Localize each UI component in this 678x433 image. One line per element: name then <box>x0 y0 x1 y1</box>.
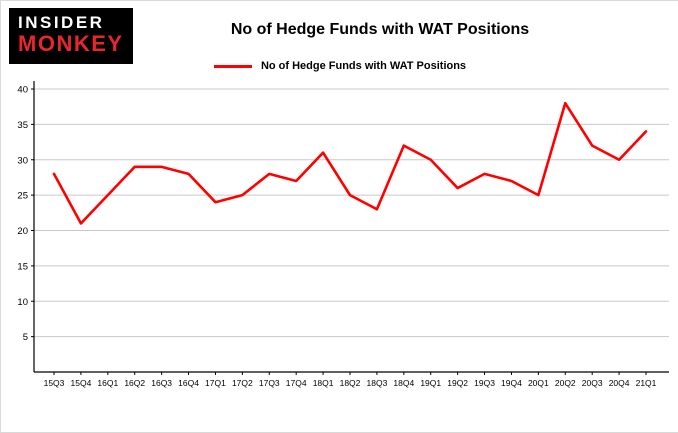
y-tick-label: 15 <box>17 261 28 272</box>
x-tick-label: 18Q3 <box>367 378 388 388</box>
y-tick-label: 10 <box>17 297 28 308</box>
x-tick-label: 20Q3 <box>582 378 603 388</box>
x-tick-label: 19Q1 <box>420 378 441 388</box>
legend: No of Hedge Funds with WAT Positions <box>1 60 678 72</box>
legend-line-swatch <box>213 64 252 68</box>
x-tick-label: 17Q1 <box>205 378 226 388</box>
x-tick-label: 19Q2 <box>447 378 468 388</box>
x-tick-label: 16Q4 <box>178 378 199 388</box>
legend-label: No of Hedge Funds with WAT Positions <box>260 60 467 72</box>
x-tick-label: 19Q3 <box>474 378 495 388</box>
y-tick-label: 20 <box>17 226 28 237</box>
y-tick-label: 40 <box>17 85 28 96</box>
x-tick-label: 16Q3 <box>151 378 172 388</box>
y-tick-label: 25 <box>17 191 28 202</box>
logo-text-monkey: MONKEY <box>18 31 124 57</box>
y-tick-label: 35 <box>17 120 28 131</box>
chart-title: No of Hedge Funds with WAT Positions <box>230 21 530 38</box>
y-tick-label: 30 <box>17 155 28 166</box>
x-tick-label: 20Q1 <box>528 378 549 388</box>
x-tick-label: 20Q4 <box>609 378 630 388</box>
x-tick-label: 16Q1 <box>97 378 118 388</box>
y-tick-label: 5 <box>23 332 28 343</box>
x-tick-label: 21Q1 <box>636 378 657 388</box>
x-tick-label: 15Q3 <box>44 378 65 388</box>
x-tick-label: 15Q4 <box>71 378 92 388</box>
x-tick-label: 17Q2 <box>232 378 253 388</box>
x-tick-label: 19Q4 <box>501 378 522 388</box>
x-tick-label: 17Q4 <box>286 378 307 388</box>
x-tick-label: 18Q1 <box>313 378 334 388</box>
data-line <box>52 101 648 225</box>
logo-text-insider: INSIDER <box>18 13 105 32</box>
x-tick-label: 18Q4 <box>393 378 414 388</box>
x-tick-label: 16Q2 <box>124 378 145 388</box>
x-tick-label: 20Q2 <box>555 378 576 388</box>
x-tick-label: 17Q3 <box>259 378 280 388</box>
x-tick-label: 18Q2 <box>340 378 361 388</box>
insider-monkey-logo: INSIDER MONKEY <box>9 8 133 64</box>
